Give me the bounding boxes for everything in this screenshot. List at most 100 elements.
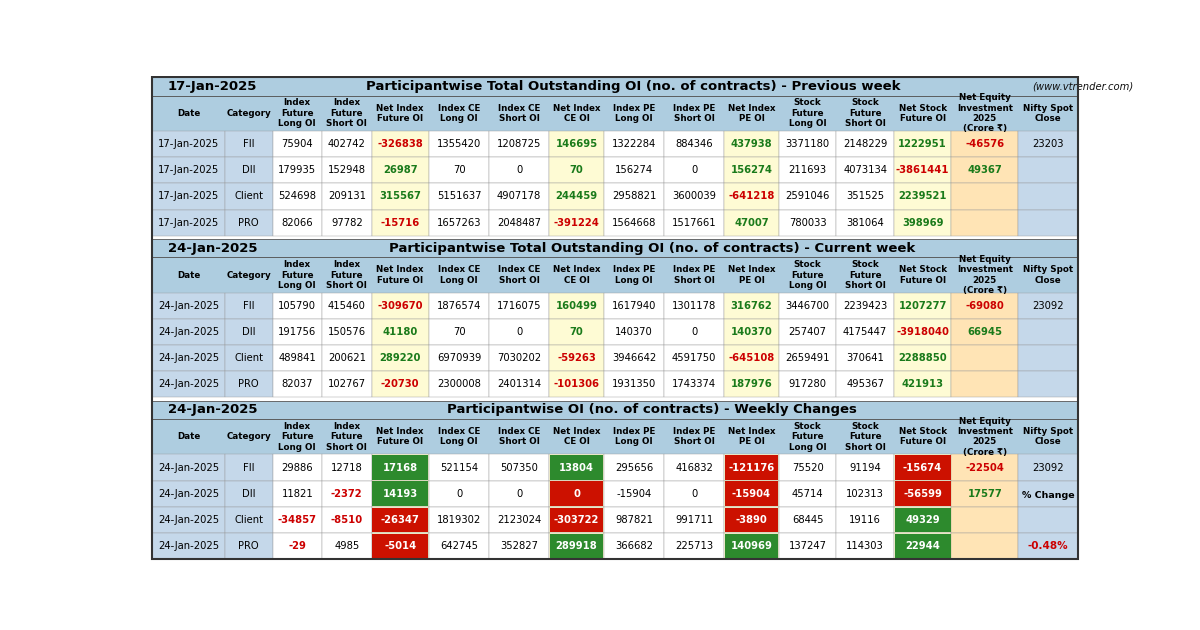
Bar [952,507,1019,533]
Bar [550,371,604,398]
Text: 137247: 137247 [788,541,827,551]
Bar [724,319,779,345]
Bar [952,454,1019,481]
Text: 1222951: 1222951 [898,139,947,149]
Bar [779,533,836,559]
Bar [224,345,272,371]
Text: 17-Jan-2025: 17-Jan-2025 [158,165,220,175]
Bar [224,158,272,183]
Text: 507350: 507350 [500,462,538,472]
Bar [428,319,490,345]
Text: Net Index
PE OI: Net Index PE OI [727,427,775,447]
Text: 2958821: 2958821 [612,192,656,202]
Bar [372,508,428,532]
Bar [664,319,724,345]
Bar [836,481,894,507]
Bar [372,210,428,236]
Text: Date: Date [176,109,200,118]
Bar [224,131,272,158]
Bar [372,455,428,480]
Text: 91194: 91194 [850,462,881,472]
Bar [724,481,779,507]
Text: -59263: -59263 [557,353,596,363]
Bar [428,183,490,210]
Bar [224,210,272,236]
Text: 70: 70 [452,165,466,175]
Text: 17577: 17577 [967,489,1002,499]
Bar [224,319,272,345]
Text: FII: FII [242,139,254,149]
Bar [664,371,724,398]
Text: -8510: -8510 [331,515,362,525]
Text: 381064: 381064 [846,218,884,227]
Bar [836,345,894,371]
Text: 4175447: 4175447 [842,327,887,337]
Text: 146695: 146695 [556,139,598,149]
Text: 884346: 884346 [676,139,713,149]
Text: 2288850: 2288850 [899,353,947,363]
Bar [779,183,836,210]
Bar [725,534,778,558]
Text: Date: Date [176,432,200,441]
Bar [836,158,894,183]
Text: 295656: 295656 [614,462,653,472]
Text: 24-Jan-2025: 24-Jan-2025 [158,515,220,525]
Text: Net Index
CE OI: Net Index CE OI [553,427,600,447]
Text: Date: Date [176,270,200,280]
Text: 437938: 437938 [731,139,773,149]
Text: 49329: 49329 [905,515,940,525]
Text: 23092: 23092 [1032,462,1064,472]
Text: 1716075: 1716075 [497,301,541,311]
Text: Client: Client [234,192,263,202]
Text: 1208725: 1208725 [497,139,541,149]
Text: -3890: -3890 [736,515,768,525]
Bar [836,293,894,319]
Text: 1617940: 1617940 [612,301,656,311]
Bar [428,533,490,559]
Bar [372,158,428,183]
Text: 187976: 187976 [731,379,773,389]
Text: 3946642: 3946642 [612,353,656,363]
Bar [550,481,604,506]
Bar [894,131,952,158]
Text: 2239423: 2239423 [842,301,887,311]
Bar [779,319,836,345]
Bar [322,210,372,236]
Text: 29886: 29886 [282,462,313,472]
Text: 1931350: 1931350 [612,379,656,389]
Bar [224,183,272,210]
Text: PRO: PRO [239,541,259,551]
Bar [372,345,428,371]
Bar [779,345,836,371]
Text: 780033: 780033 [788,218,827,227]
Bar [836,183,894,210]
Bar [1019,454,1078,481]
Text: PRO: PRO [239,218,259,227]
Bar [152,210,224,236]
Bar [952,183,1019,210]
Text: 3371180: 3371180 [786,139,829,149]
Text: 156274: 156274 [731,165,773,175]
Text: 289918: 289918 [556,541,598,551]
Text: -34857: -34857 [277,515,317,525]
Text: 17168: 17168 [383,462,418,472]
Bar [604,454,664,481]
Text: 140969: 140969 [731,541,773,551]
Bar [550,508,604,532]
Bar [724,507,779,533]
Text: Stock
Future
Short OI: Stock Future Short OI [845,98,886,129]
Text: 114303: 114303 [846,541,884,551]
Bar [664,481,724,507]
Bar [724,131,779,158]
Bar [372,371,428,398]
Text: 75904: 75904 [282,139,313,149]
Text: 1207277: 1207277 [899,301,947,311]
Text: Net Index
PE OI: Net Index PE OI [727,103,775,123]
Bar [894,319,952,345]
Text: -69080: -69080 [966,301,1004,311]
Text: Index PE
Short OI: Index PE Short OI [673,427,715,447]
Bar [372,183,428,210]
Text: Participantwise Total Outstanding OI (no. of contracts) - Previous week: Participantwise Total Outstanding OI (no… [366,80,901,93]
Text: Nifty Spot
Close: Nifty Spot Close [1024,427,1073,447]
Bar [724,293,779,319]
